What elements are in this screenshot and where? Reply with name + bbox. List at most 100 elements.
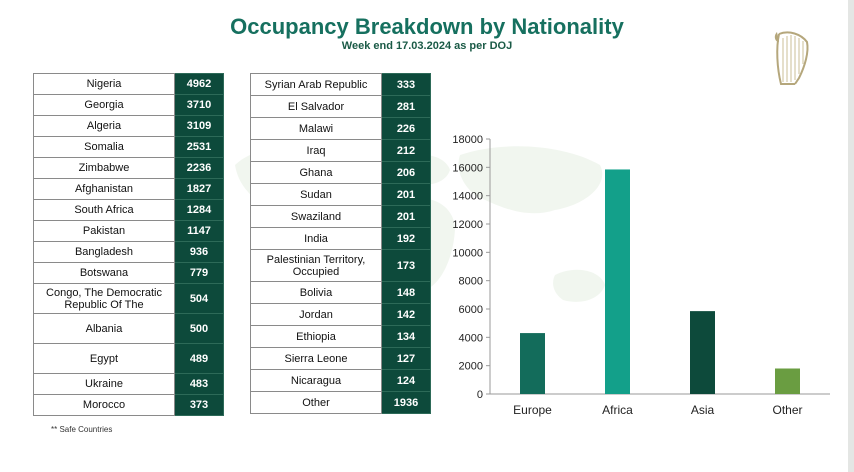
table-row: Somalia 2531 [33,136,224,158]
country-name: South Africa [33,199,175,221]
country-name: Bolivia [250,281,382,304]
country-name: Ukraine [33,373,175,395]
regional-bar-chart: 0 2000 4000 6000 8000 10000 12000 14000 16000 180… [452,134,830,417]
table-row: Georgia 3710 [33,94,224,116]
country-name: Somalia [33,136,175,158]
country-name: Malawi [250,117,382,140]
country-name: India [250,227,382,250]
table-row: Sudan 201 [250,183,431,206]
country-name: Zimbabwe [33,157,175,179]
country-name: Afghanistan [33,178,175,200]
table-row: Congo, The Democratic Republic Of The 504 [33,283,224,314]
country-name: Pakistan [33,220,175,242]
slide-edge [848,0,854,472]
occupancy-count: 2236 [174,157,224,179]
country-name: El Salvador [250,95,382,118]
occupancy-count: 1147 [174,220,224,242]
occupancy-count: 173 [381,249,431,282]
y-tick-label: 16000 [452,162,483,174]
country-name: Algeria [33,115,175,137]
table-row: Albania 500 [33,313,224,344]
bar-other [775,368,800,394]
country-name: Egypt [33,343,175,374]
occupancy-count: 212 [381,139,431,162]
country-name: Ethiopia [250,325,382,348]
table-row: South Africa 1284 [33,199,224,221]
y-tick-label: 2000 [459,361,483,373]
country-name: Jordan [250,303,382,326]
country-name: Bangladesh [33,241,175,263]
page-title: Occupancy Breakdown by Nationality [230,14,624,39]
table-row: Swaziland 201 [250,205,431,228]
country-name: Georgia [33,94,175,116]
occupancy-count: 2531 [174,136,224,158]
table-row: Syrian Arab Republic 333 [250,73,431,96]
country-name: Ghana [250,161,382,184]
occupancy-count: 779 [174,262,224,284]
nationality-table-right: Syrian Arab Republic 333 El Salvador 281 Mal… [250,73,431,414]
country-name: Morocco [33,394,175,416]
occupancy-count: 281 [381,95,431,118]
table-row: Pakistan 1147 [33,220,224,242]
country-name: Swaziland [250,205,382,228]
occupancy-count: 201 [381,205,431,228]
table-row: Nicaragua 124 [250,369,431,392]
occupancy-count: 489 [174,343,224,374]
y-tick-label: 4000 [459,332,483,344]
occupancy-count: 936 [174,241,224,263]
nationality-table-left: Nigeria 4962 Georgia 3710 Algeria 3109 Somalia… [33,73,224,416]
y-tick-label: 10000 [452,247,483,259]
x-category-label: Other [772,403,802,417]
occupancy-count: 134 [381,325,431,348]
country-name: Nicaragua [250,369,382,392]
x-category-label: Europe [513,403,552,417]
y-tick-label: 18000 [452,134,483,146]
table-row: Algeria 3109 [33,115,224,137]
occupancy-count: 206 [381,161,431,184]
country-name: Palestinian Territory, Occupied [250,249,382,282]
occupancy-count: 333 [381,73,431,96]
x-category-label: Africa [602,403,633,417]
footnote: ** Safe Countries [51,425,113,434]
occupancy-count: 226 [381,117,431,140]
occupancy-count: 4962 [174,73,224,95]
occupancy-count: 3109 [174,115,224,137]
occupancy-count: 504 [174,283,224,314]
occupancy-count: 500 [174,313,224,344]
bar-europe [520,333,545,394]
table-row: Zimbabwe 2236 [33,157,224,179]
occupancy-count: 192 [381,227,431,250]
country-name: Sierra Leone [250,347,382,370]
table-row: El Salvador 281 [250,95,431,118]
occupancy-count: 142 [381,303,431,326]
harp-emblem-icon [774,31,809,85]
table-row: Afghanistan 1827 [33,178,224,200]
table-row: Palestinian Territory, Occupied 173 [250,249,431,282]
table-row: Egypt 489 [33,343,224,374]
table-row: Botswana 779 [33,262,224,284]
y-tick-label: 6000 [459,304,483,316]
occupancy-count: 201 [381,183,431,206]
x-category-label: Asia [691,403,715,417]
occupancy-count: 483 [174,373,224,395]
country-name: Albania [33,313,175,344]
table-row: Sierra Leone 127 [250,347,431,370]
table-row: Bangladesh 936 [33,241,224,263]
occupancy-count: 127 [381,347,431,370]
table-row: Other 1936 [250,391,431,414]
occupancy-count: 124 [381,369,431,392]
table-row: Malawi 226 [250,117,431,140]
country-name: Botswana [33,262,175,284]
bar-asia [690,311,715,394]
bar-africa [605,169,630,394]
occupancy-count: 373 [174,394,224,416]
table-row: Morocco 373 [33,394,224,416]
table-row: Jordan 142 [250,303,431,326]
table-row: Ethiopia 134 [250,325,431,348]
y-tick-label: 0 [477,389,483,401]
country-name: Syrian Arab Republic [250,73,382,96]
occupancy-count: 1936 [381,391,431,414]
occupancy-count: 3710 [174,94,224,116]
page-subtitle: Week end 17.03.2024 as per DOJ [341,40,513,52]
table-row: Nigeria 4962 [33,73,224,95]
